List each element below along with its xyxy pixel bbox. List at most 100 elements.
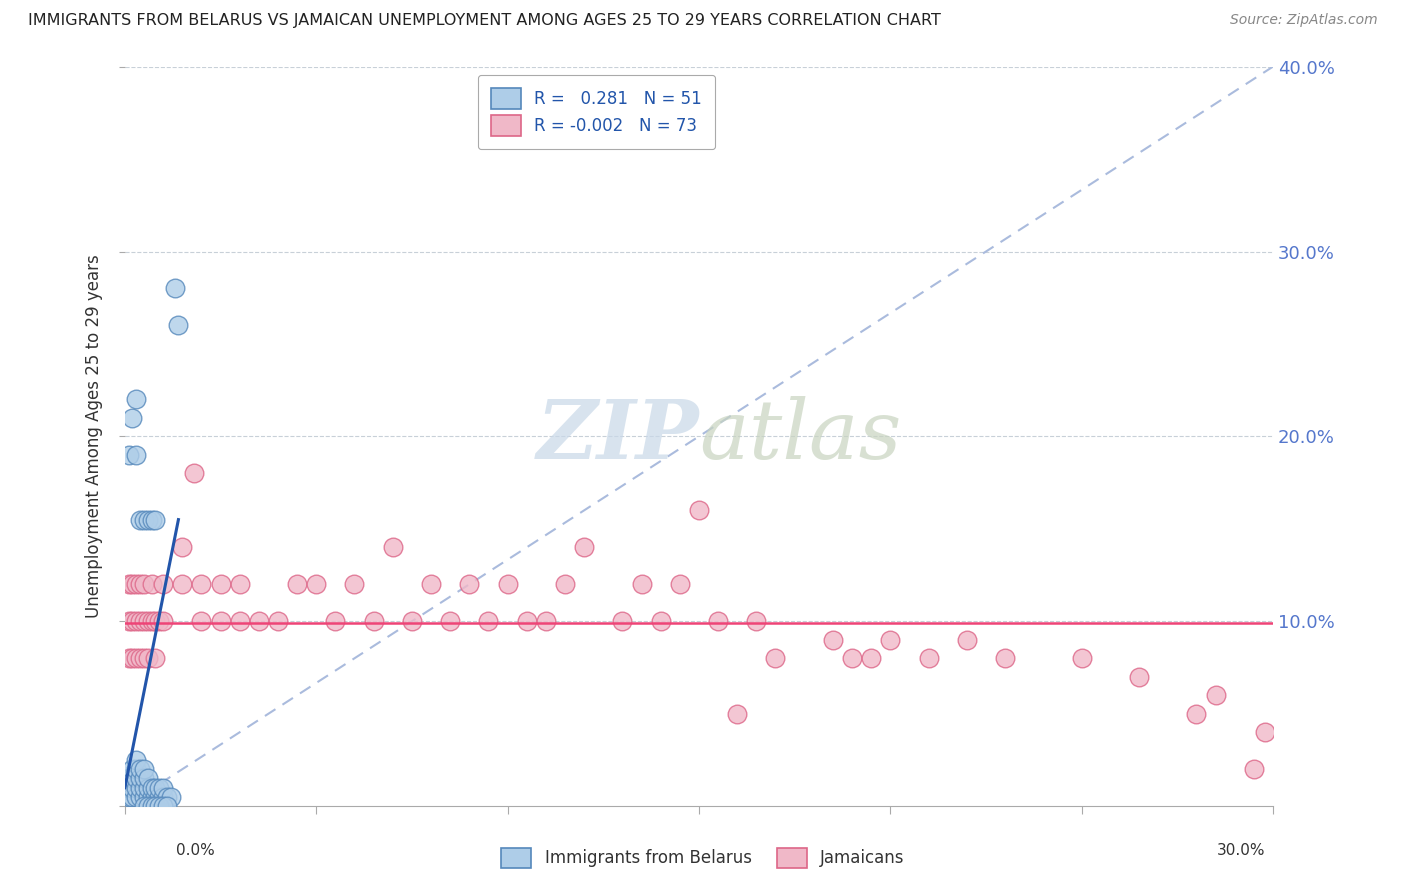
Point (132, 780, 155, 795)
Point (148, 615, 170, 629)
Point (496, 577, 519, 591)
Point (118, 651, 141, 665)
Point (129, 789, 152, 804)
Point (159, 789, 181, 804)
Point (956, 632, 979, 647)
Point (136, 799, 159, 814)
Point (1070, 651, 1092, 665)
Point (1185, 706, 1208, 721)
Point (132, 762, 155, 776)
Point (125, 577, 148, 591)
Point (439, 615, 461, 629)
Point (148, 789, 170, 804)
Point (118, 772, 141, 786)
Point (190, 615, 212, 629)
Point (1243, 762, 1265, 776)
Point (118, 615, 141, 629)
Point (132, 615, 155, 629)
Point (228, 615, 250, 629)
Point (917, 651, 939, 665)
Point (516, 615, 538, 629)
Point (132, 513, 155, 527)
Point (323, 615, 346, 629)
Point (136, 772, 159, 786)
Point (145, 651, 167, 665)
Point (132, 651, 155, 665)
Point (125, 772, 148, 786)
Point (765, 651, 787, 665)
Point (156, 789, 179, 804)
Point (688, 503, 710, 517)
Point (152, 615, 174, 629)
Point (132, 577, 155, 591)
Point (141, 780, 163, 795)
Point (343, 577, 366, 591)
Point (163, 281, 186, 295)
Point (141, 513, 163, 527)
Point (129, 577, 152, 591)
Point (172, 541, 194, 555)
Point (145, 780, 167, 795)
Point (148, 780, 170, 795)
Point (145, 615, 167, 629)
Legend: R =   0.281   N = 51, R = -0.002   N = 73: R = 0.281 N = 51, R = -0.002 N = 73 (478, 75, 716, 149)
Point (121, 411, 143, 425)
Point (121, 789, 143, 804)
Point (152, 799, 174, 814)
Text: atlas: atlas (699, 396, 901, 476)
Point (136, 513, 159, 527)
Point (141, 789, 163, 804)
Point (247, 615, 270, 629)
Point (190, 577, 212, 591)
Point (148, 799, 170, 814)
Point (125, 651, 148, 665)
Point (145, 799, 167, 814)
Point (136, 789, 159, 804)
Point (1254, 725, 1277, 739)
Point (1128, 670, 1150, 684)
Point (121, 772, 143, 786)
Point (132, 772, 155, 786)
Point (125, 392, 148, 407)
Point (118, 448, 141, 462)
Point (401, 615, 423, 629)
Point (534, 615, 557, 629)
Text: 30.0%: 30.0% (1218, 843, 1265, 858)
Point (118, 577, 141, 591)
Point (132, 799, 155, 814)
Point (129, 772, 152, 786)
Point (554, 577, 576, 591)
Point (129, 780, 152, 795)
Point (860, 651, 883, 665)
Text: 0.0%: 0.0% (176, 843, 215, 858)
Point (125, 615, 148, 629)
Point (650, 615, 672, 629)
Point (879, 632, 901, 647)
Text: ZIP: ZIP (536, 396, 699, 476)
Point (125, 448, 148, 462)
Point (668, 577, 690, 591)
Point (152, 789, 174, 804)
Point (725, 706, 748, 721)
Point (145, 513, 167, 527)
Point (125, 780, 148, 795)
Point (745, 615, 768, 629)
Text: IMMIGRANTS FROM BELARUS VS JAMAICAN UNEMPLOYMENT AMONG AGES 25 TO 29 YEARS CORRE: IMMIGRANTS FROM BELARUS VS JAMAICAN UNEM… (28, 13, 941, 29)
Point (125, 753, 148, 767)
Point (129, 651, 152, 665)
Point (267, 615, 290, 629)
Point (172, 577, 194, 591)
Point (167, 318, 190, 333)
Point (630, 577, 652, 591)
Point (129, 513, 152, 527)
Point (121, 762, 143, 776)
Point (121, 780, 143, 795)
Point (156, 799, 179, 814)
Point (363, 615, 385, 629)
Point (125, 762, 148, 776)
Point (145, 789, 167, 804)
Point (381, 541, 404, 555)
Point (1205, 688, 1227, 702)
Legend: Immigrants from Belarus, Jamaicans: Immigrants from Belarus, Jamaicans (495, 841, 911, 875)
Point (183, 467, 205, 481)
